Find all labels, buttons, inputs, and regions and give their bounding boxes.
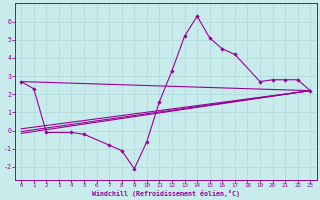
- X-axis label: Windchill (Refroidissement éolien,°C): Windchill (Refroidissement éolien,°C): [92, 190, 240, 197]
